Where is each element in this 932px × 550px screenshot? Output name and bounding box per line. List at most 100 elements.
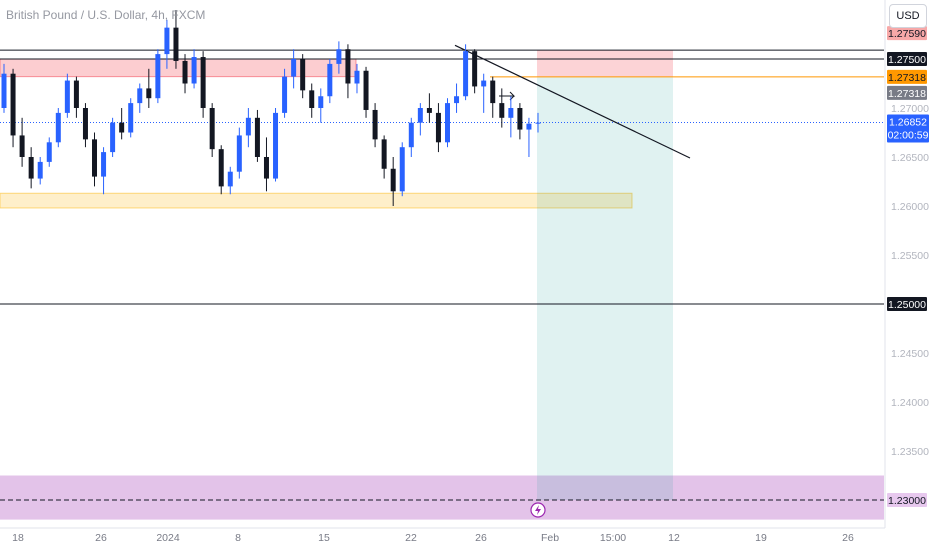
price-label-bg [887, 85, 927, 100]
candle-body [137, 88, 143, 104]
candle-body [390, 168, 396, 192]
candle-body [345, 49, 351, 84]
candle-body [454, 96, 460, 104]
time-tick-label: 22 [405, 532, 417, 544]
candle-body [336, 49, 342, 64]
candle-body [408, 122, 414, 148]
currency-button[interactable]: USD [889, 4, 927, 28]
candle-body [535, 122, 541, 124]
candle-body [173, 27, 179, 61]
price-label-text: 1.27590 [888, 28, 926, 40]
time-tick-label: 12 [668, 532, 680, 544]
time-tick-label: 26 [475, 532, 487, 544]
price-tick-label: 1.24500 [891, 348, 929, 360]
time-tick-label: Feb [541, 532, 559, 544]
time-tick-label: 26 [842, 532, 854, 544]
candle-body [46, 142, 52, 162]
price-label-text: 1.27318 [888, 88, 926, 100]
candle-body [444, 103, 450, 143]
candle-body [19, 135, 25, 157]
candle-body [73, 80, 79, 108]
candle-body [191, 57, 197, 84]
candle-body [200, 57, 206, 108]
candle-body [508, 108, 514, 118]
candle-body [227, 171, 233, 187]
arrow-icon [499, 91, 516, 101]
candle-body [64, 80, 70, 113]
candle-body [435, 112, 441, 143]
candle-body [472, 51, 478, 87]
candle-body [282, 76, 288, 113]
stop-loss-zone [537, 50, 673, 77]
candle-body [327, 63, 333, 97]
price-label-bg [887, 493, 927, 507]
candle-body [155, 54, 161, 99]
candle-body [128, 103, 134, 133]
candle-body [354, 70, 360, 84]
candle-body [490, 80, 496, 104]
price-label-bg [887, 69, 927, 84]
candle-body [37, 161, 43, 179]
candle-body [263, 157, 269, 179]
price-label-bg [887, 26, 927, 41]
price-label-text: 1.27318 [888, 72, 926, 84]
candle-body [236, 135, 242, 172]
candle-body [517, 108, 523, 130]
candle-body [381, 139, 387, 169]
candle-body [146, 88, 152, 99]
target-zone [0, 475, 884, 520]
time-tick-label: 18 [12, 532, 24, 544]
price-label-bg [887, 52, 927, 66]
candle-body [28, 157, 34, 179]
candle-body [426, 108, 432, 113]
candle-body [182, 60, 188, 84]
price-label-text: 1.23000 [888, 495, 926, 507]
candle-body [209, 108, 215, 150]
price-tick-label: 1.23500 [891, 446, 929, 458]
candle-body [463, 51, 469, 97]
candle-body [499, 103, 505, 118]
candle-body [309, 90, 315, 108]
time-tick-label: 2024 [156, 532, 180, 544]
time-tick-label: 15:00 [600, 532, 626, 544]
candle-body [526, 123, 532, 130]
support-zone [0, 192, 633, 209]
price-label-bg [887, 297, 927, 311]
candle-body [273, 112, 279, 179]
candle-body [399, 147, 405, 192]
candle-body [110, 122, 116, 153]
candle-body [318, 96, 324, 108]
candle-body [55, 112, 61, 143]
candle-body [417, 108, 423, 123]
candle-body [82, 108, 88, 140]
price-label-text: 1.25000 [888, 299, 926, 311]
candle-body [372, 109, 378, 140]
candle-body [218, 149, 224, 187]
take-profit-zone [537, 76, 673, 500]
symbol-title: British Pound / U.S. Dollar, 4h, FXCM [6, 8, 206, 22]
candle-body [363, 70, 369, 110]
candle-body [101, 152, 107, 177]
price-tick-label: 1.24000 [891, 397, 929, 409]
price-tick-label: 1.26500 [891, 152, 929, 164]
trendline[interactable] [454, 44, 691, 159]
candle-body [245, 117, 251, 136]
time-tick-label: 19 [755, 532, 767, 544]
candle-body [481, 80, 487, 87]
candle-body [291, 59, 297, 77]
last-price-label: 1.26852 [889, 117, 927, 129]
price-tick-label: 1.27000 [891, 103, 929, 115]
time-tick-label: 15 [318, 532, 330, 544]
candle-body [254, 117, 260, 157]
price-tick-label: 1.25500 [891, 250, 929, 262]
candle-body [164, 27, 170, 55]
price-label-text: 1.27500 [888, 54, 926, 66]
countdown-label: 02:00:59 [888, 130, 929, 142]
candle-body [92, 139, 98, 177]
candle-body [119, 122, 125, 133]
candle-body [300, 59, 306, 91]
time-tick-label: 26 [95, 532, 107, 544]
candle-body [1, 73, 7, 108]
price-tick-label: 1.26000 [891, 201, 929, 213]
